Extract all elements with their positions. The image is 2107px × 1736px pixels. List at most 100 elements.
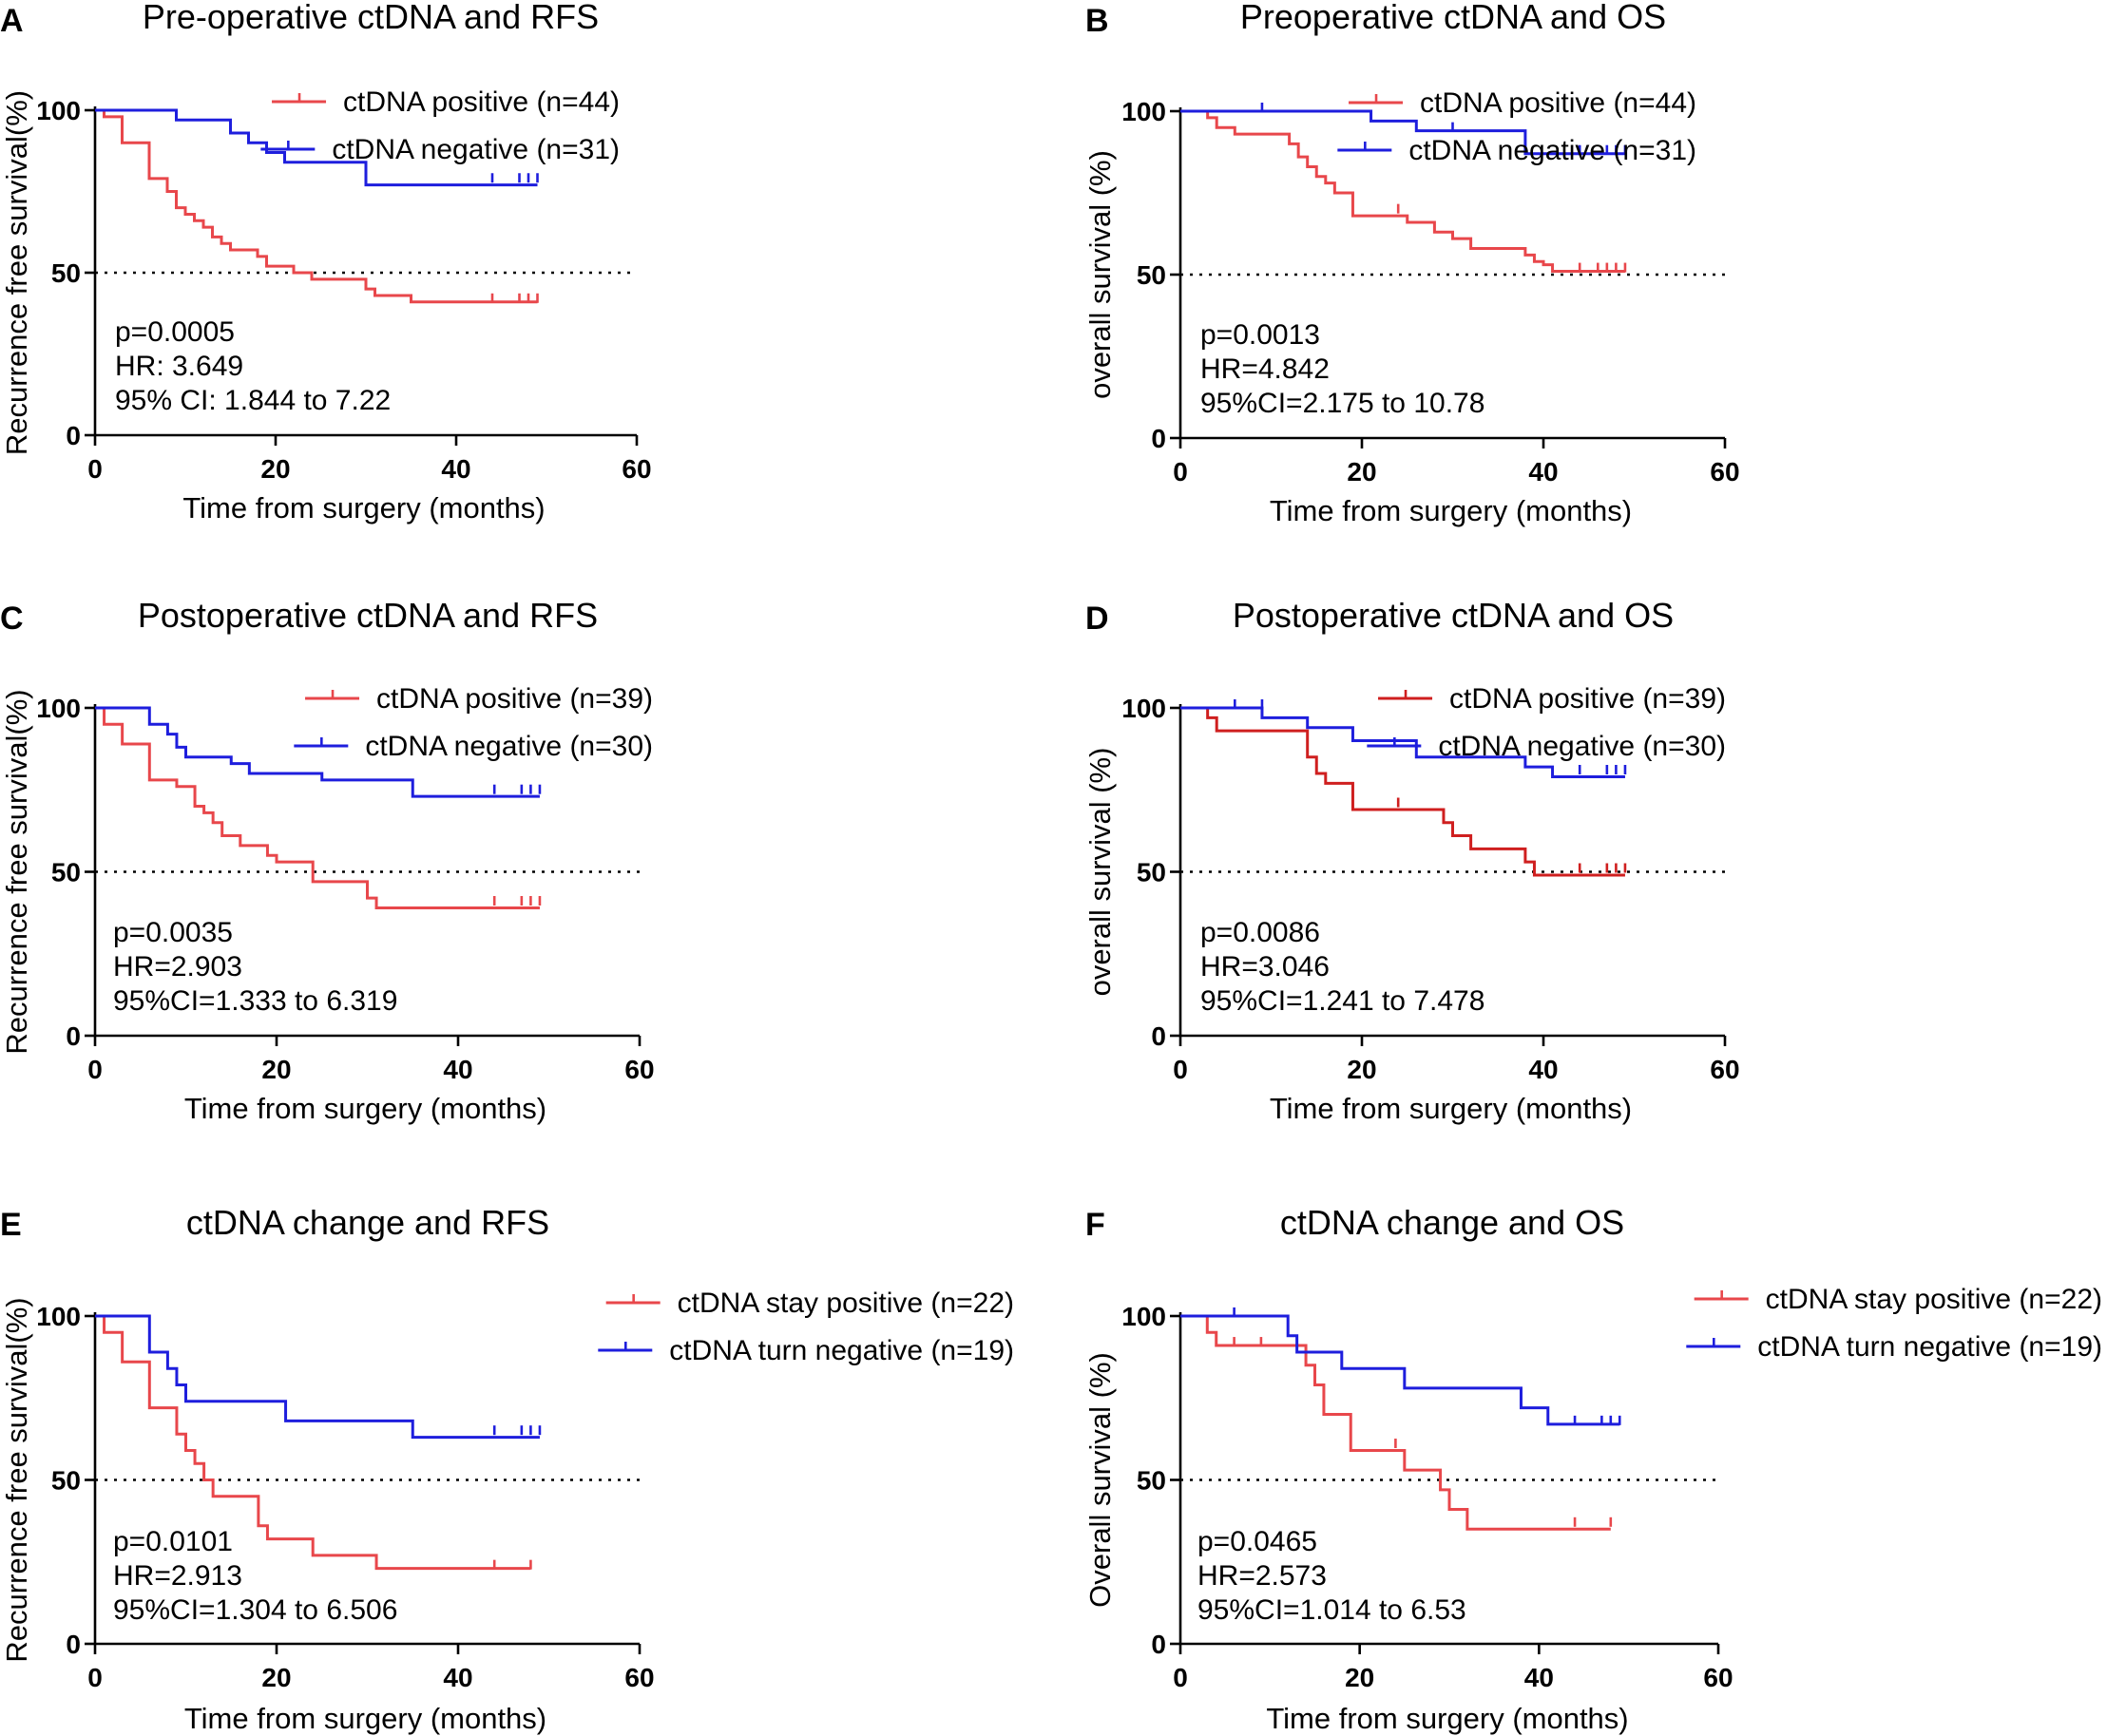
stats-line: HR=4.842: [1200, 353, 1330, 385]
y-axis-label: Recurrence free survival(%): [0, 1297, 33, 1662]
legend-label: ctDNA negative (n=31): [1408, 135, 1696, 166]
stats-line: HR=2.913: [113, 1560, 242, 1592]
x-tick-label: 40: [1528, 457, 1558, 486]
y-tick-label: 100: [36, 1302, 81, 1331]
x-tick-label: 20: [1347, 457, 1376, 486]
y-tick-label: 50: [51, 258, 81, 288]
y-axis-label: overall survival (%): [1083, 150, 1117, 399]
legend-label: ctDNA positive (n=44): [343, 86, 620, 118]
x-tick-label: 60: [622, 454, 651, 484]
legend-label: ctDNA positive (n=44): [1420, 87, 1696, 119]
legend-label: ctDNA stay positive (n=22): [1766, 1284, 2102, 1315]
x-tick-label: 40: [443, 1055, 472, 1084]
x-tick-label: 0: [87, 454, 103, 484]
x-tick-label: 20: [1347, 1055, 1376, 1084]
survival-curve-series-1: [1180, 1314, 1611, 1531]
survival-curve-series-2: [1180, 706, 1625, 778]
y-axis-label: Overall survival (%): [1083, 1352, 1117, 1608]
x-tick-label: 40: [1524, 1663, 1554, 1692]
survival-curve-series-2: [95, 108, 538, 187]
survival-curve-series-2: [95, 706, 540, 798]
y-tick-label: 50: [51, 858, 81, 887]
y-tick-label: 0: [1151, 1630, 1166, 1659]
stats-line: p=0.0465: [1197, 1526, 1317, 1557]
stats-line: 95%CI=1.304 to 6.506: [113, 1594, 397, 1626]
x-tick-label: 0: [87, 1663, 103, 1692]
chart-title: ctDNA change and OS: [1280, 1203, 1624, 1242]
legend-label: ctDNA positive (n=39): [1449, 683, 1726, 715]
survival-curve-series-2: [95, 1314, 540, 1440]
x-tick-label: 0: [1173, 1663, 1188, 1692]
stats-line: p=0.0013: [1200, 319, 1320, 351]
panel-c: C Postoperative ctDNA and RFS 0 50 100 0 20 40 6…: [0, 596, 655, 1125]
x-tick-label: 0: [1173, 1055, 1188, 1084]
survival-curve-series-1: [95, 108, 538, 304]
x-axis-label: Time from surgery (months): [184, 1092, 546, 1125]
y-tick-label: 0: [1151, 1021, 1166, 1051]
stats-line: p=0.0101: [113, 1526, 233, 1557]
y-tick-label: 50: [51, 1466, 81, 1496]
legend-label: ctDNA negative (n=30): [1438, 731, 1726, 762]
x-tick-label: 20: [260, 454, 290, 484]
x-axis-label: Time from surgery (months): [1266, 1702, 1628, 1735]
panel-label: A: [0, 3, 24, 39]
y-tick-label: 100: [36, 96, 81, 125]
survival-curve-series-2: [1180, 1314, 1620, 1426]
x-tick-label: 20: [261, 1663, 291, 1692]
x-axis-label: Time from surgery (months): [184, 1702, 546, 1735]
panel-label: F: [1085, 1207, 1105, 1243]
chart-title: ctDNA change and RFS: [186, 1203, 549, 1242]
panel-label: B: [1085, 3, 1109, 39]
stats-line: 95%CI=1.241 to 7.478: [1200, 985, 1484, 1017]
stats-line: 95%CI=1.333 to 6.319: [113, 985, 397, 1017]
x-tick-label: 40: [1528, 1055, 1558, 1084]
survival-curve-series-1: [1180, 706, 1625, 877]
y-axis-label: Recurrence free survival(%): [0, 689, 33, 1054]
y-tick-label: 0: [66, 1630, 81, 1659]
legend-label: ctDNA turn negative (n=19): [1757, 1331, 2102, 1363]
y-axis-label: overall survival (%): [1083, 748, 1117, 997]
survival-curve-series-1: [1180, 109, 1625, 274]
x-tick-label: 20: [1345, 1663, 1374, 1692]
stats-line: HR=2.903: [113, 951, 242, 982]
legend-label: ctDNA stay positive (n=22): [678, 1288, 1014, 1319]
panel-label: E: [0, 1207, 22, 1243]
panel-d: D Postoperative ctDNA and OS 0 50 100 0 20 40 60…: [1083, 596, 1740, 1125]
legend-label: ctDNA negative (n=31): [332, 134, 620, 165]
y-tick-label: 50: [1137, 260, 1166, 290]
x-axis-label: Time from surgery (months): [1270, 494, 1632, 527]
x-axis-label: Time from surgery (months): [182, 491, 545, 525]
survival-curve-series-1: [95, 1314, 531, 1571]
legend-label: ctDNA positive (n=39): [376, 683, 653, 715]
panel-b: B Preoperative ctDNA and OS 0 50 100 0 20 40 60 T…: [1083, 0, 1740, 527]
x-tick-label: 60: [1710, 457, 1739, 486]
survival-curve-series-1: [95, 706, 540, 909]
x-tick-label: 0: [1173, 457, 1188, 486]
panel-a: A Pre-operative ctDNA and RFS 0 50 100 0 20 40 6…: [0, 0, 652, 525]
x-tick-label: 20: [261, 1055, 291, 1084]
x-tick-label: 0: [87, 1055, 103, 1084]
x-tick-label: 60: [624, 1055, 654, 1084]
x-tick-label: 40: [441, 454, 470, 484]
stats-line: HR=2.573: [1197, 1560, 1327, 1592]
stats-line: p=0.0035: [113, 917, 233, 948]
x-tick-label: 60: [1703, 1663, 1733, 1692]
y-tick-label: 100: [36, 694, 81, 723]
stats-line: 95%CI=2.175 to 10.78: [1200, 388, 1484, 419]
y-tick-label: 100: [1121, 694, 1166, 723]
x-tick-label: 40: [443, 1663, 472, 1692]
stats-line: HR: 3.649: [115, 351, 243, 382]
panel-label: D: [1085, 601, 1109, 637]
chart-title: Postoperative ctDNA and RFS: [138, 596, 598, 635]
y-tick-label: 0: [66, 421, 81, 450]
legend-label: ctDNA turn negative (n=19): [669, 1335, 1014, 1366]
chart-title: Postoperative ctDNA and OS: [1233, 596, 1674, 635]
y-tick-label: 100: [1121, 97, 1166, 126]
stats-line: p=0.0005: [115, 316, 235, 348]
survival-curve-series-2: [1180, 109, 1625, 156]
y-tick-label: 50: [1137, 858, 1166, 887]
chart-title: Pre-operative ctDNA and RFS: [143, 0, 599, 36]
